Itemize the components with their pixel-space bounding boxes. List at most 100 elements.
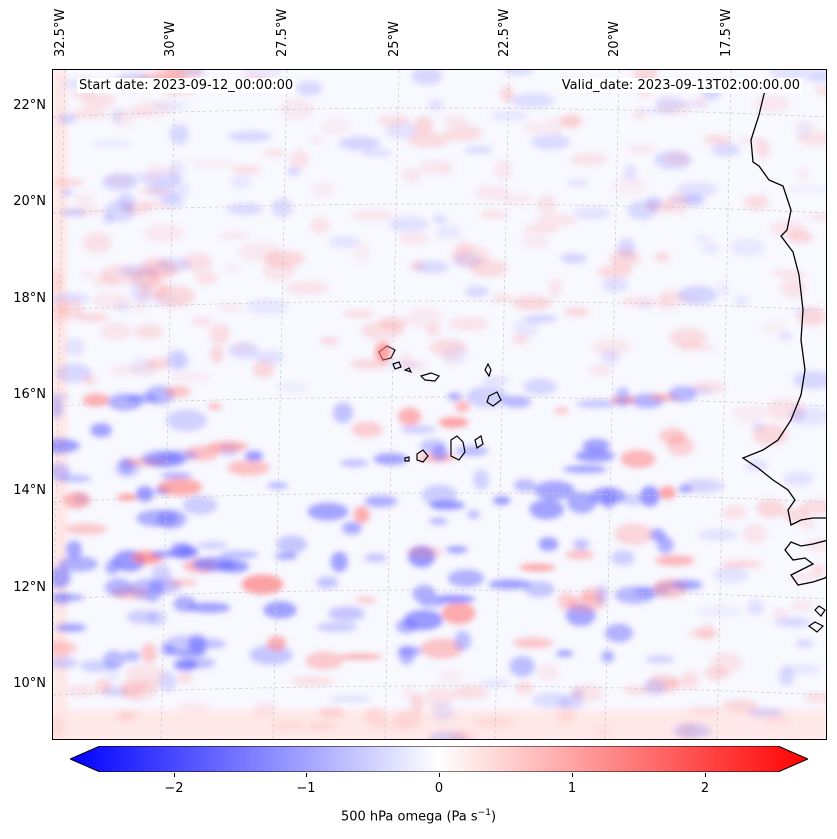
negative-omega-blob	[329, 695, 372, 702]
negative-omega-blob	[482, 377, 510, 385]
negative-omega-blob	[806, 70, 826, 83]
negative-omega-blob	[267, 482, 289, 489]
lat-label-16n: 16°N	[13, 387, 46, 402]
negative-omega-blob	[122, 650, 141, 662]
positive-omega-blob	[360, 321, 404, 341]
negative-omega-blob	[435, 224, 462, 240]
negative-omega-blob	[711, 143, 741, 157]
negative-omega-blob	[60, 189, 74, 196]
lon-label-25w: 25°W	[387, 21, 402, 57]
negative-omega-blob	[566, 179, 589, 187]
negative-omega-blob	[227, 203, 264, 215]
valid-date-label: Valid_date: 2023-09-13T02:00:00.00	[559, 78, 802, 93]
positive-omega-blob	[620, 296, 658, 307]
positive-omega-blob	[81, 92, 116, 109]
negative-omega-blob	[792, 371, 826, 389]
negative-omega-blob	[276, 535, 307, 554]
positive-omega-blob	[614, 523, 654, 546]
positive-omega-blob	[454, 400, 470, 413]
negative-omega-blob	[601, 650, 614, 663]
positive-omega-blob	[305, 651, 344, 670]
negative-omega-blob	[467, 510, 480, 519]
negative-omega-blob	[228, 130, 272, 143]
negative-omega-blob	[55, 623, 87, 632]
colorbar-label-text: 500 hPa omega (Pa s	[340, 809, 478, 825]
negative-omega-blob	[151, 100, 189, 111]
positive-omega-blob	[69, 206, 105, 215]
negative-omega-blob	[701, 243, 720, 254]
negative-omega-blob	[513, 479, 537, 492]
negative-omega-blob	[538, 537, 559, 551]
positive-omega-blob	[401, 167, 422, 183]
positive-omega-blob	[217, 303, 243, 313]
positive-omega-blob	[668, 327, 707, 348]
positive-omega-blob	[515, 681, 534, 695]
colorbar-tickmark	[572, 773, 573, 777]
positive-omega-blob	[120, 683, 156, 701]
negative-omega-blob	[778, 665, 795, 687]
negative-omega-blob	[330, 551, 348, 573]
negative-omega-blob	[316, 622, 358, 632]
negative-omega-blob	[523, 378, 557, 395]
positive-omega-blob	[218, 231, 251, 240]
negative-omega-blob	[114, 459, 141, 478]
negative-omega-blob	[646, 655, 674, 664]
positive-omega-blob	[535, 214, 578, 226]
negative-omega-blob	[645, 196, 663, 209]
negative-omega-blob	[428, 99, 443, 111]
negative-omega-blob	[79, 659, 115, 673]
positive-omega-blob	[536, 664, 560, 682]
negative-omega-blob	[338, 136, 381, 151]
positive-omega-blob	[654, 252, 670, 262]
colorbar-tickmark	[439, 773, 440, 777]
positive-omega-blob	[753, 94, 790, 113]
positive-omega-blob	[548, 278, 562, 298]
gridline-meridian	[604, 70, 620, 739]
map-panel[interactable]: Start date: 2023-09-12_00:00:00 Valid_da…	[52, 69, 827, 740]
positive-omega-blob	[756, 499, 785, 518]
negative-omega-blob	[510, 93, 555, 108]
coast-islands-south	[807, 605, 826, 633]
positive-omega-blob	[319, 336, 339, 346]
positive-omega-blob	[570, 153, 608, 166]
negative-omega-blob	[246, 298, 288, 315]
negative-omega-blob	[166, 349, 187, 370]
negative-omega-blob	[795, 639, 814, 648]
positive-omega-blob	[420, 638, 463, 659]
positive-omega-blob	[803, 692, 826, 704]
africa-coastline-south	[784, 539, 826, 586]
lon-label-32-5w: 32.5°W	[53, 8, 68, 57]
negative-omega-blob	[287, 167, 300, 176]
negative-omega-blob	[106, 663, 120, 683]
positive-omega-blob	[53, 640, 78, 656]
lat-label-12n: 12°N	[13, 580, 46, 595]
negative-omega-blob	[64, 338, 85, 356]
colorbar-tickmark	[174, 773, 175, 777]
positive-omega-blob	[554, 407, 569, 415]
positive-omega-blob	[163, 164, 180, 174]
negative-omega-blob	[373, 453, 408, 466]
positive-omega-blob	[787, 231, 814, 243]
positive-omega-blob	[439, 160, 454, 177]
negative-omega-blob	[92, 139, 133, 148]
negative-omega-blob	[117, 192, 135, 212]
positive-omega-blob	[81, 271, 96, 278]
omega-field-map	[53, 70, 826, 739]
negative-omega-blob	[502, 395, 532, 408]
positive-omega-blob	[318, 706, 345, 719]
negative-omega-blob	[563, 465, 607, 474]
negative-omega-blob	[446, 546, 468, 554]
negative-omega-blob	[53, 292, 90, 304]
negative-omega-blob	[182, 657, 216, 669]
negative-omega-blob	[295, 81, 323, 96]
negative-omega-blob	[655, 95, 683, 112]
negative-omega-blob	[489, 110, 529, 121]
negative-omega-blob	[136, 486, 154, 502]
positive-omega-blob	[76, 313, 110, 322]
positive-omega-blob	[141, 642, 157, 664]
negative-omega-blob	[556, 650, 574, 657]
positive-omega-blob	[720, 560, 763, 569]
negative-omega-blob	[146, 583, 161, 604]
negative-omega-blob	[582, 438, 610, 453]
positive-omega-blob	[655, 555, 695, 566]
